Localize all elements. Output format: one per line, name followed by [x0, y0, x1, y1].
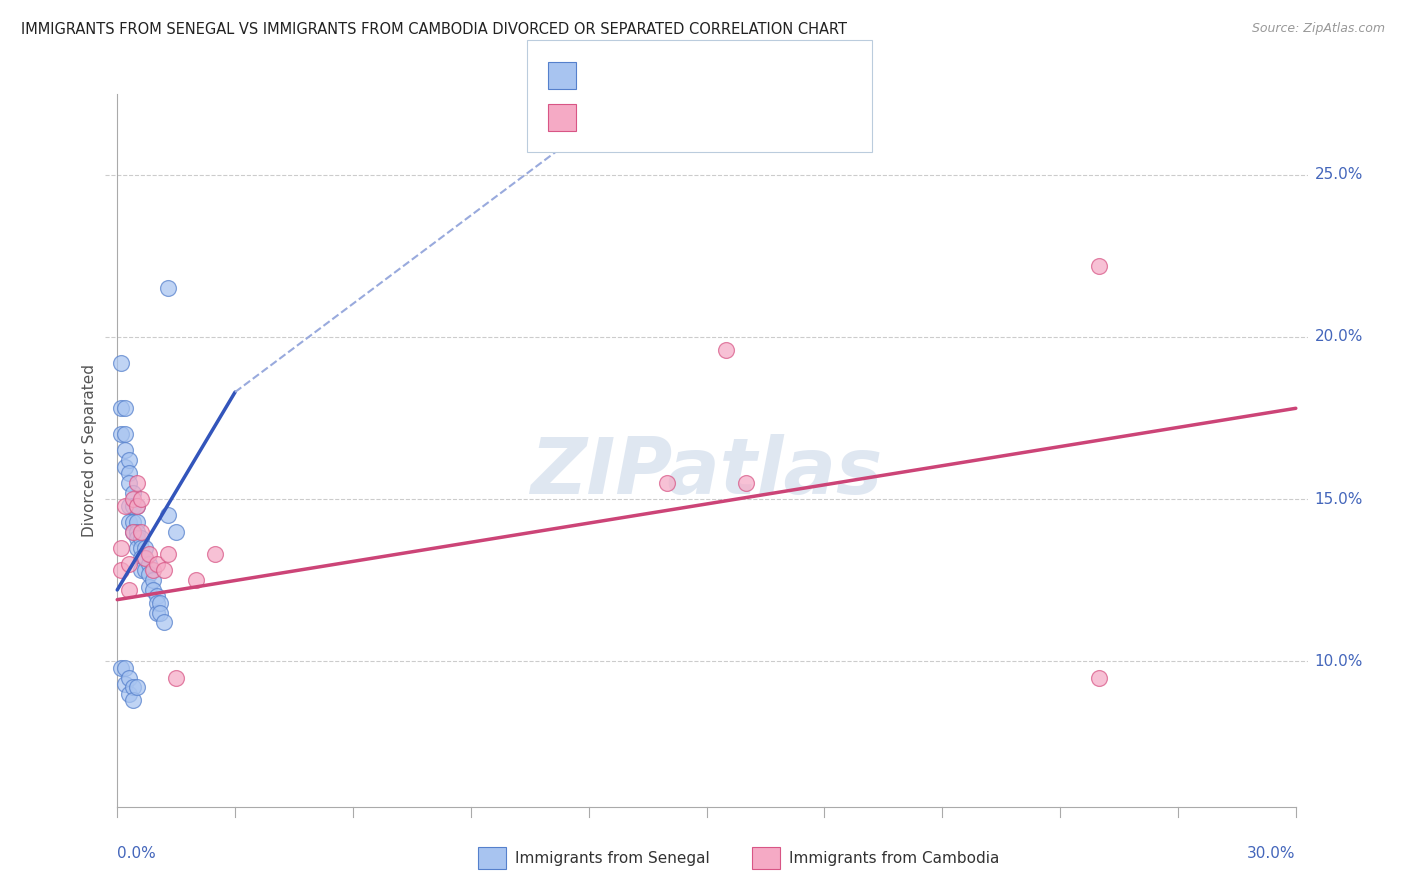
Point [157, 547, 180, 561]
Text: 0.398: 0.398 [636, 66, 697, 86]
Point [157, 508, 180, 523]
Point [138, 557, 160, 571]
Point [122, 515, 145, 529]
Point [138, 566, 160, 581]
Text: IMMIGRANTS FROM SENEGAL VS IMMIGRANTS FROM CAMBODIA DIVORCED OR SEPARATED CORREL: IMMIGRANTS FROM SENEGAL VS IMMIGRANTS FR… [21, 22, 846, 37]
Point [165, 671, 187, 685]
Point [122, 680, 145, 694]
Point [122, 485, 145, 500]
Point [734, 475, 756, 490]
Point [110, 356, 132, 370]
Point [134, 564, 156, 578]
Point [114, 677, 136, 691]
Point [157, 281, 180, 295]
Point [118, 582, 141, 597]
Point [118, 557, 141, 571]
Text: Immigrants from Cambodia: Immigrants from Cambodia [789, 851, 1000, 865]
Point [153, 564, 176, 578]
Point [110, 661, 132, 675]
Point [122, 524, 145, 539]
Point [114, 499, 136, 513]
Text: 20.0%: 20.0% [1315, 329, 1362, 344]
Point [110, 541, 132, 555]
Text: 0.320: 0.320 [636, 108, 697, 128]
Point [134, 541, 156, 555]
Point [114, 459, 136, 474]
Point [125, 531, 148, 545]
Text: 10.0%: 10.0% [1315, 654, 1362, 669]
Text: R =: R = [588, 108, 630, 128]
Point [142, 573, 165, 587]
Point [714, 343, 737, 357]
Point [145, 606, 167, 620]
Text: ZIPatlas: ZIPatlas [530, 434, 883, 510]
Point [129, 531, 152, 545]
Text: R =: R = [588, 66, 630, 86]
Point [129, 524, 152, 539]
Point [110, 427, 132, 442]
Point [118, 475, 141, 490]
Point [149, 606, 172, 620]
Text: 25: 25 [745, 108, 772, 128]
Point [184, 573, 207, 587]
Point [125, 680, 148, 694]
Point [149, 596, 172, 610]
Point [122, 492, 145, 507]
Point [110, 564, 132, 578]
Text: Source: ZipAtlas.com: Source: ZipAtlas.com [1251, 22, 1385, 36]
Point [1088, 259, 1111, 273]
Point [125, 541, 148, 555]
Point [122, 524, 145, 539]
Text: Immigrants from Senegal: Immigrants from Senegal [515, 851, 710, 865]
Point [118, 499, 141, 513]
Point [145, 590, 167, 604]
Point [125, 499, 148, 513]
Point [138, 547, 160, 561]
Point [122, 499, 145, 513]
Text: 30.0%: 30.0% [1247, 847, 1296, 861]
Point [204, 547, 226, 561]
Point [122, 693, 145, 707]
Point [134, 550, 156, 565]
Point [125, 475, 148, 490]
Point [1088, 671, 1111, 685]
Point [125, 499, 148, 513]
Point [129, 541, 152, 555]
Text: 50: 50 [745, 66, 772, 86]
Text: 25.0%: 25.0% [1315, 168, 1362, 182]
Point [114, 661, 136, 675]
Point [114, 427, 136, 442]
Point [118, 466, 141, 480]
Text: 15.0%: 15.0% [1315, 491, 1362, 507]
Point [118, 453, 141, 467]
Text: N =: N = [700, 66, 744, 86]
Point [153, 615, 176, 630]
Point [110, 401, 132, 416]
Point [118, 671, 141, 685]
Point [129, 564, 152, 578]
Point [125, 524, 148, 539]
Point [657, 475, 679, 490]
Point [145, 557, 167, 571]
Point [114, 443, 136, 458]
Point [114, 401, 136, 416]
Point [142, 564, 165, 578]
Point [129, 492, 152, 507]
Point [145, 596, 167, 610]
Point [138, 580, 160, 594]
Point [129, 550, 152, 565]
Y-axis label: Divorced or Separated: Divorced or Separated [82, 364, 97, 537]
Point [165, 524, 187, 539]
Text: 0.0%: 0.0% [117, 847, 156, 861]
Point [134, 550, 156, 565]
Text: N =: N = [700, 108, 744, 128]
Point [125, 515, 148, 529]
Point [142, 582, 165, 597]
Point [118, 687, 141, 701]
Point [118, 515, 141, 529]
